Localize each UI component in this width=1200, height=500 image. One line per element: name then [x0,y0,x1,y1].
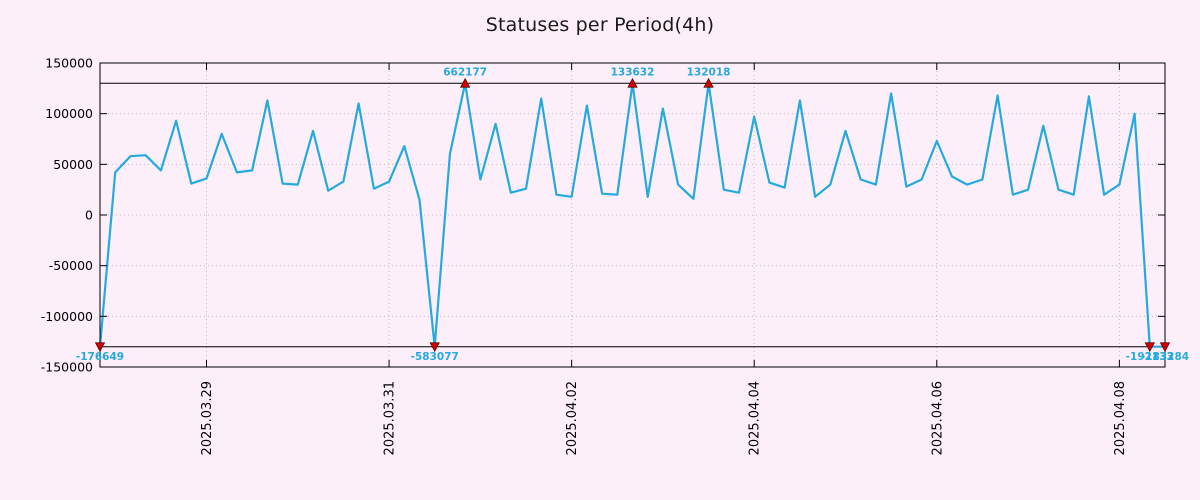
extreme-marker [627,77,638,88]
y-tick-label: -150000 [41,360,93,375]
x-tick-label: 2025.04.08 [1113,381,1128,455]
extreme-value-label: 662177 [443,66,487,78]
y-tick-label: 150000 [45,56,93,71]
x-tick-label: 2025.04.02 [565,381,580,455]
extreme-marker [703,77,714,88]
extreme-value-label: -192133 [1126,351,1174,363]
extreme-marker [1159,342,1171,353]
extreme-marker [429,342,440,353]
y-tick-label: 0 [85,208,93,223]
extreme-value-label: 133632 [611,66,655,78]
chart-title: Statuses per Period(4h) [485,14,715,36]
x-tick-label: 2025.03.31 [383,381,398,455]
extreme-value-label: -176649 [76,351,124,363]
x-tick-label: 2025.04.04 [748,381,763,455]
x-tick-label: 2025.04.06 [930,381,945,455]
extreme-value-label: -183284 [1141,351,1189,363]
y-tick-label: 50000 [53,157,93,172]
extreme-marker [1144,342,1155,353]
x-tick-label: 2025.03.29 [200,381,215,455]
extreme-value-label: -583077 [411,351,459,363]
extreme-marker [459,77,471,88]
y-tick-label: 100000 [45,106,93,121]
y-tick-label: -100000 [41,309,93,324]
extreme-marker [94,342,106,353]
y-tick-label: -50000 [49,258,93,273]
extreme-value-label: 132018 [687,66,731,78]
